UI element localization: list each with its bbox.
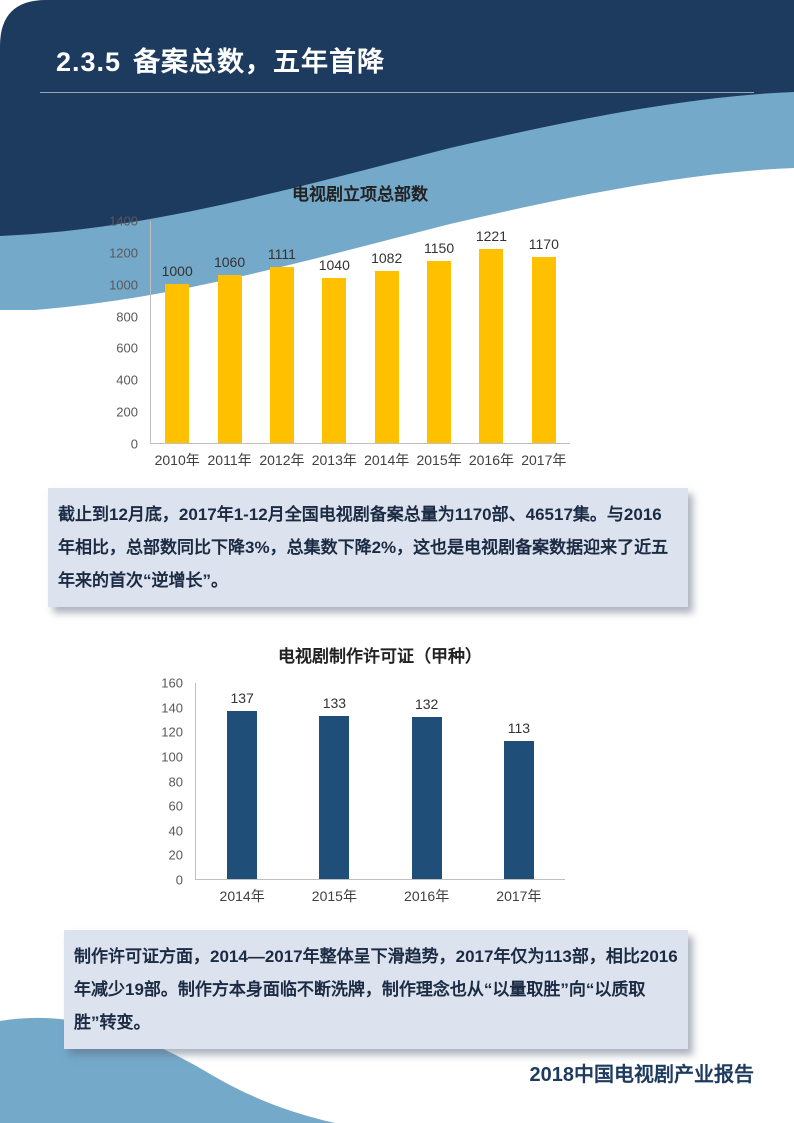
bar-group-2014年: 137 2014年 <box>196 683 288 904</box>
y-tick-label: 140 <box>161 700 183 716</box>
bar-value-label: 113 <box>507 719 531 736</box>
y-tick-label: 100 <box>161 749 183 765</box>
bar <box>427 260 452 443</box>
y-tick-label: 0 <box>175 872 183 888</box>
bar <box>319 716 350 879</box>
y-tick-label: 20 <box>168 847 183 863</box>
y-tick-label: 40 <box>168 823 183 839</box>
bar <box>374 271 399 443</box>
x-axis-label: 2010年 <box>154 452 200 468</box>
bar-value-label: 1221 <box>475 228 508 245</box>
chart-area: 0 20 40 60 80 100 120 140 160 137 2014年 133 2015年 13… <box>155 677 565 904</box>
chart-area: 0 200 400 600 800 1000 1200 1400 1000 2010年 1060 2… <box>109 215 570 468</box>
y-tick-label: 120 <box>161 724 183 740</box>
bar <box>217 274 242 443</box>
bar-group-2013年: 1040 2013年 <box>308 221 360 468</box>
section-number: 2.3.5 <box>56 47 122 77</box>
bar-value-label: 1000 <box>161 263 193 280</box>
bar <box>411 717 442 879</box>
x-axis-label: 2012年 <box>259 452 305 468</box>
y-tick-label: 800 <box>116 309 138 325</box>
bar-group-2016年: 132 2016年 <box>381 683 473 904</box>
y-axis: 0 200 400 600 800 1000 1200 1400 <box>109 215 148 451</box>
bar <box>503 740 534 879</box>
bar-value-label: 137 <box>230 690 254 707</box>
plot-area: 1000 2010年 1060 2011年 1111 2012年 1040 2013年 1082… <box>150 221 570 468</box>
bar <box>322 278 347 443</box>
bar-group-2010年: 1000 2010年 <box>151 221 203 468</box>
bar <box>269 266 294 443</box>
bar-value-label: 1040 <box>318 257 350 274</box>
x-axis-label: 2014年 <box>219 888 265 904</box>
y-tick-label: 600 <box>116 340 138 356</box>
y-tick-label: 60 <box>168 798 183 814</box>
chart-title: 电视剧制作许可证（甲种） <box>278 647 482 666</box>
bar-value-label: 1060 <box>213 253 246 270</box>
bar-group-2017年: 113 2017年 <box>473 683 565 904</box>
x-axis-label: 2016年 <box>404 888 450 904</box>
y-tick-label: 1400 <box>109 213 138 229</box>
y-tick-label: 1000 <box>109 277 138 293</box>
x-axis-label: 2011年 <box>207 452 252 468</box>
y-axis: 0 20 40 60 80 100 120 140 160 <box>155 677 193 887</box>
bar-value-label: 1111 <box>267 245 296 262</box>
bar-value-label: 133 <box>322 695 347 712</box>
plot-area: 137 2014年 133 2015年 132 2016年 113 2017年 <box>195 683 565 904</box>
footer-label: 2018中国电视剧产业报告 <box>529 1064 755 1086</box>
page-header: 2.3.5 备案总数，五年首降 <box>0 0 794 93</box>
bar-group-2014年: 1082 2014年 <box>361 221 413 468</box>
y-tick-label: 400 <box>116 372 138 388</box>
chart-production-licenses: 电视剧制作许可证（甲种） 0 20 40 60 80 100 120 140 160 137 20… <box>155 642 565 914</box>
bar <box>479 249 504 443</box>
bar-value-label: 132 <box>414 696 439 713</box>
bar <box>227 711 258 879</box>
title-underline <box>40 92 754 93</box>
top-wave-decoration <box>0 0 794 310</box>
chart-projects-total: 电视剧立项总部数 0 200 400 600 800 1000 1200 1400 1000 2… <box>109 180 570 478</box>
bar-group-2012年: 1111 2012年 <box>256 221 308 468</box>
bar-group-2016年: 1221 2016年 <box>465 221 517 468</box>
chart-title: 电视剧立项总部数 <box>292 185 428 204</box>
x-axis-label: 2014年 <box>364 452 410 468</box>
note-text: 制作许可证方面，2014—2017年整体呈下滑趋势，2017年仅为113部，相比… <box>74 947 678 1033</box>
y-tick-label: 160 <box>161 675 183 691</box>
x-axis-label: 2015年 <box>311 888 357 904</box>
note-text: 截止到12月底，2017年1-12月全国电视剧备案总量为1170部、46517集… <box>58 505 669 591</box>
bar-group-2015年: 133 2015年 <box>288 683 380 904</box>
bar-value-label: 1170 <box>528 236 559 253</box>
section-title-text: 备案总数，五年首降 <box>133 47 386 77</box>
y-tick-label: 80 <box>168 774 183 789</box>
light-blue-wave <box>0 82 794 310</box>
y-tick-label: 0 <box>130 436 138 452</box>
note-production-licenses: 制作许可证方面，2014—2017年整体呈下滑趋势，2017年仅为113部，相比… <box>64 930 688 1050</box>
x-axis-label: 2017年 <box>521 452 567 468</box>
y-tick-label: 1200 <box>109 245 138 261</box>
x-axis-label: 2016年 <box>468 452 515 468</box>
y-tick-label: 200 <box>116 404 138 420</box>
bar <box>165 284 190 443</box>
report-footer: 2018中国电视剧产业报告 <box>530 1058 755 1087</box>
note-registration-total: 截止到12月底，2017年1-12月全国电视剧备案总量为1170部、46517集… <box>48 488 688 608</box>
bar-group-2015年: 1150 2015年 <box>413 221 465 468</box>
x-axis-label: 2015年 <box>416 452 462 468</box>
bar-group-2011年: 1060 2011年 <box>203 221 255 468</box>
x-axis-label: 2017年 <box>496 888 542 904</box>
page-title: 2.3.5 备案总数，五年首降 <box>0 0 794 79</box>
bar-value-label: 1082 <box>371 250 403 267</box>
navy-wave <box>0 0 794 236</box>
x-axis-label: 2013年 <box>311 452 357 468</box>
bar <box>531 257 556 443</box>
bar-value-label: 1150 <box>424 239 455 256</box>
bar-group-2017年: 1170 2017年 <box>518 221 570 468</box>
